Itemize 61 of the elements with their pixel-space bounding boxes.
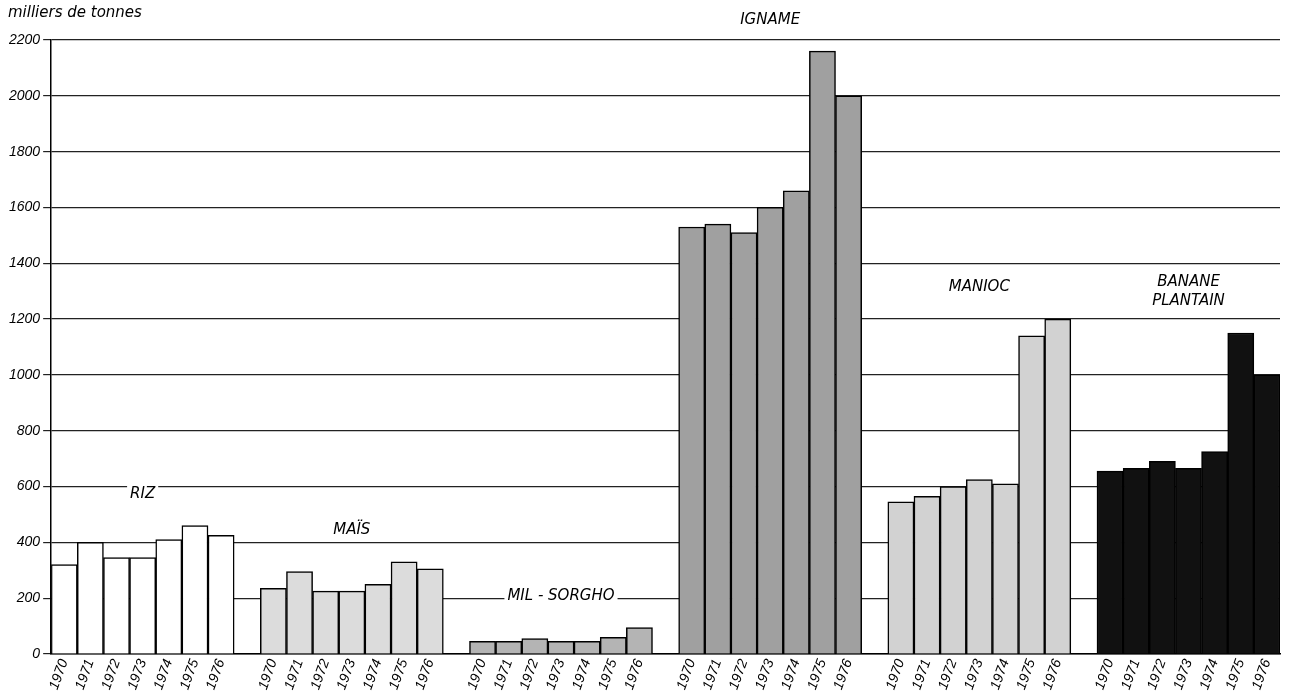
x-tick-label: 1974 [986, 656, 1013, 692]
x-tick-label: 1976 [411, 656, 437, 692]
x-tick-label: 1970 [1090, 656, 1117, 692]
text: MANIOC [948, 277, 1011, 296]
x-tick-label: 1972 [1143, 656, 1169, 692]
x-tick-label: 1971 [698, 656, 725, 692]
x-tick-label: 1976 [829, 656, 856, 692]
y-tick-label: 1200 [8, 309, 41, 326]
x-tick-label: 1975 [384, 656, 411, 692]
x-tick-label: 1970 [45, 656, 71, 692]
series-label: MIL - SORGHO [507, 585, 615, 604]
x-tick-label: 1970 [254, 656, 280, 692]
y-tick-label: 1000 [8, 365, 41, 382]
y-tick-label: 400 [16, 533, 41, 550]
x-tick-label: 1974 [1195, 656, 1222, 692]
x-tick-label: 1971 [907, 656, 934, 692]
x-tick-label: 1973 [541, 656, 568, 692]
x-tick-label: 1975 [175, 656, 202, 692]
text: RIZ [130, 484, 156, 502]
y-tick-label: 1800 [8, 142, 41, 159]
x-tick-label: 1974 [777, 656, 803, 692]
x-tick-label: 1972 [306, 656, 333, 692]
y-tick-label: 2000 [7, 86, 41, 103]
y-tick-label: 1400 [8, 254, 41, 271]
x-tick-label: 1973 [960, 656, 986, 692]
x-tick-label: 1974 [358, 656, 385, 692]
x-tick-label: 1973 [123, 656, 150, 692]
x-tick-label: 1971 [1116, 656, 1143, 692]
y-axis-title: milliers de tonnes [8, 3, 143, 22]
y-tick-label: 2200 [7, 30, 41, 47]
x-tick-label: 1973 [1169, 656, 1196, 692]
x-tick-label: 1972 [724, 656, 751, 692]
x-tick-label: 1976 [201, 656, 228, 692]
x-tick-label: 1973 [750, 656, 777, 692]
x-tick-label: 1972 [515, 656, 542, 692]
x-tick-label: 1976 [620, 656, 646, 692]
y-tick-label: 800 [16, 421, 41, 438]
x-tick-label: 1975 [1012, 656, 1039, 692]
x-tick-label: 1970 [881, 656, 908, 692]
x-tick-label: 1970 [463, 656, 490, 692]
x-tick-label: 1974 [149, 656, 176, 692]
x-tick-label: 1975 [1221, 656, 1248, 692]
x-tick-label: 1975 [803, 656, 829, 692]
y-tick-label: 200 [15, 589, 41, 606]
text: MAÏS [333, 519, 371, 539]
series-label: IGNAME [740, 9, 801, 28]
x-tick-label: 1976 [1247, 656, 1274, 692]
x-tick-label: 1974 [567, 656, 594, 692]
x-tick-label: 1971 [489, 656, 516, 692]
y-tick-label: 1600 [8, 198, 41, 215]
x-tick-label: 1970 [672, 656, 699, 692]
y-tick-label: 0 [32, 644, 41, 661]
y-tick-label: 600 [16, 477, 41, 494]
x-tick-label: 1975 [594, 656, 620, 692]
x-tick-label: 1976 [1038, 656, 1065, 692]
series-label: BANANE PLANTAIN [1152, 272, 1225, 310]
x-tick-label: 1971 [280, 656, 307, 692]
x-tick-label: 1973 [332, 656, 359, 692]
x-tick-label: 1972 [933, 656, 960, 692]
x-tick-label: 1972 [97, 656, 124, 692]
x-tick-label: 1971 [71, 656, 97, 692]
